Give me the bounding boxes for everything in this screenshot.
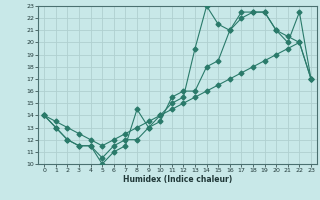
X-axis label: Humidex (Indice chaleur): Humidex (Indice chaleur) <box>123 175 232 184</box>
